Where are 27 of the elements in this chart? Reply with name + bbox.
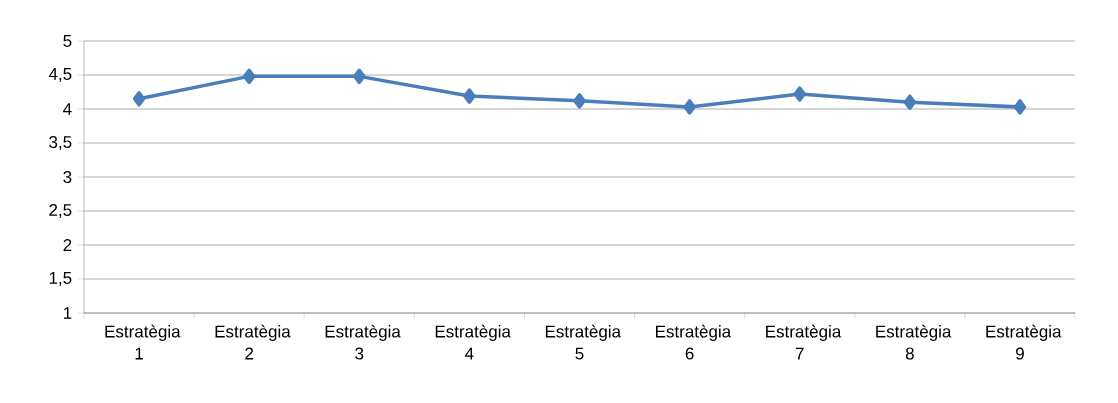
point	[683, 99, 696, 115]
point	[1013, 99, 1027, 115]
y-tick-label: 4	[63, 103, 72, 115]
x-tick-label: Estratègia 8	[876, 324, 952, 360]
point	[573, 93, 586, 109]
point	[463, 88, 476, 104]
point	[132, 91, 146, 107]
point	[793, 86, 806, 102]
y-tick-label: 2,5	[49, 203, 72, 219]
point	[353, 68, 366, 85]
x-tick-label: Estratègia 5	[545, 324, 622, 360]
point	[242, 68, 256, 85]
y-tick-label: 2	[63, 239, 72, 251]
y-tick-label: 3	[63, 170, 72, 184]
y-tick-label: 5	[63, 35, 72, 47]
x-tick-label: Estratègia 2	[215, 324, 291, 360]
x-tick-label: Estratègia 4	[435, 324, 511, 360]
x-tick-label: Estratègia 6	[656, 324, 732, 360]
point	[903, 94, 917, 110]
y-tick-label: 1	[63, 307, 72, 319]
x-tick-label: Estratègia 9	[986, 324, 1062, 360]
y-tick-label: 4,5	[48, 68, 72, 82]
x-tick-label: Estratègia 7	[766, 324, 842, 360]
y-tick-label: 3,5	[49, 135, 72, 151]
x-tick-label: Estratègia 3	[325, 324, 401, 360]
x-tick-label: Estratègia 1	[105, 324, 181, 360]
y-tick-label: 1,5	[49, 272, 72, 286]
